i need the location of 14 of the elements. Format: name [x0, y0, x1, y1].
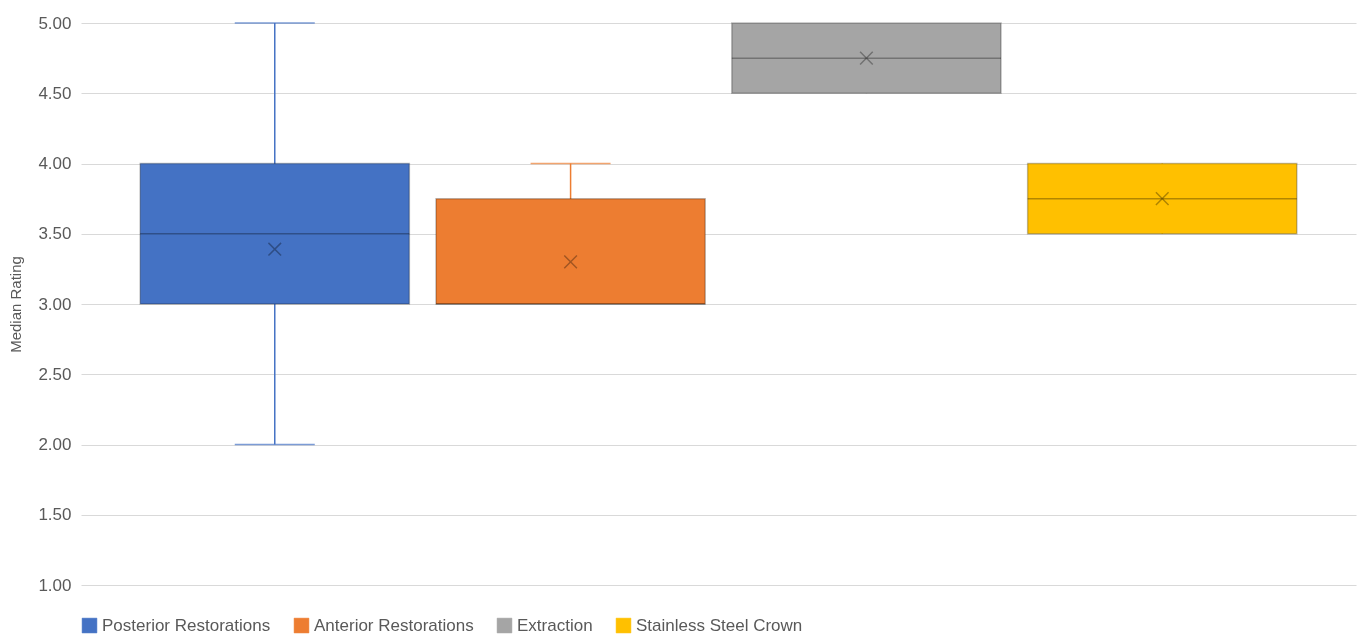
- legend-label: Posterior Restorations: [102, 615, 271, 635]
- y-tick-label: 1.50: [38, 505, 72, 525]
- legend-label: Stainless Steel Crown: [636, 615, 803, 635]
- legend-label: Anterior Restorations: [314, 615, 474, 635]
- y-tick-label: 3.50: [38, 224, 72, 244]
- y-tick-label: 1.00: [38, 575, 72, 595]
- y-tick-label: 5.00: [38, 13, 72, 33]
- y-tick-label: 2.50: [38, 364, 72, 384]
- legend-label: Extraction: [517, 615, 593, 635]
- y-axis-title: Median Rating: [7, 256, 25, 353]
- y-tick-label: 2.00: [38, 435, 72, 454]
- y-tick-label: 3.00: [38, 294, 72, 314]
- y-tick-label: 4.50: [38, 83, 72, 103]
- y-tick-label: 4.00: [38, 154, 72, 173]
